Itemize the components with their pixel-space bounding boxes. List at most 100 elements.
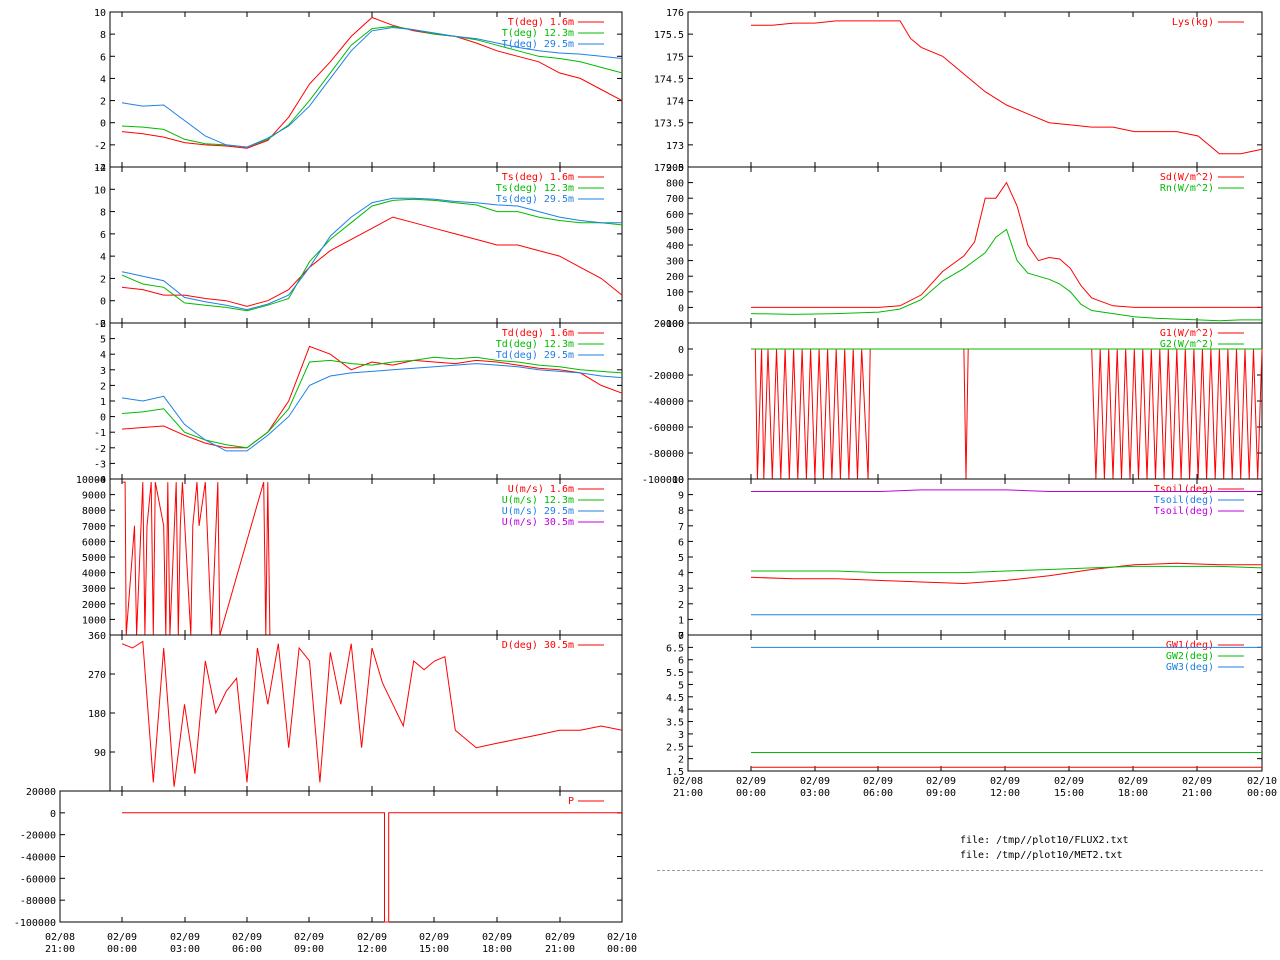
y-tick-label-groundwater: 5 (678, 680, 684, 691)
legend-label-wind-speed-2: U(m/s) 29.5m (502, 506, 574, 517)
y-tick-label-surface-temp: 12 (94, 163, 106, 174)
y-tick-label-groundwater: 6.5 (666, 643, 684, 654)
y-tick-label-radiation: 900 (666, 163, 684, 174)
panel-frame-groundwater (687, 634, 1263, 772)
x-label-left-date-7: 02/09 (482, 932, 512, 943)
legend-label-precip-0: P (568, 796, 574, 807)
y-tick-label-surface-temp: 6 (100, 230, 106, 241)
y-tick-label-radiation: -100 (660, 319, 684, 330)
x-label-left-date-4: 02/09 (294, 932, 324, 943)
y-tick-label-groundwater: 4.5 (666, 693, 684, 704)
y-tick-label-surface-temp: -2 (94, 319, 106, 330)
series-line-radiation-1 (750, 228, 1262, 322)
y-tick-label-radiation: 300 (666, 257, 684, 268)
separator (657, 870, 1263, 871)
y-tick-label-air-temp: -2 (94, 141, 106, 152)
series-line-air-temp-1 (121, 25, 623, 148)
legend-label-surface-temp-2: Ts(deg) 29.5m (496, 194, 574, 205)
y-tick-label-dewpoint: 0 (100, 413, 106, 424)
y-tick-label-precip: -100000 (14, 918, 56, 929)
legend-label-soil-flux-0: G1(W/m^2) (1160, 328, 1214, 339)
y-tick-label-precip: 20000 (26, 787, 56, 798)
y-tick-label-dewpoint: 5 (100, 335, 106, 346)
legend-label-dewpoint-1: Td(deg) 12.3m (496, 339, 574, 350)
legend-label-lysimeter-0: Lys(kg) (1172, 17, 1214, 28)
y-tick-label-dewpoint: -1 (94, 428, 106, 439)
series-line-precip-0 (122, 812, 622, 923)
legend-label-air-temp-1: T(deg) 12.3m (502, 28, 574, 39)
y-tick-label-surface-temp: 8 (100, 208, 106, 219)
legend-label-dewpoint-2: Td(deg) 29.5m (496, 350, 574, 361)
y-tick-label-wind-speed: 8000 (82, 506, 106, 517)
legend-label-air-temp-2: T(deg) 29.5m (502, 39, 574, 50)
legend-label-soil-temp-0: Tsoil(deg) (1154, 484, 1214, 495)
series-line-soil-temp-0 (750, 562, 1262, 585)
x-label-right-time-3: 06:00 (863, 788, 893, 799)
y-tick-label-wind-speed: 4000 (82, 569, 106, 580)
y-tick-label-lysimeter: 174.5 (654, 74, 684, 85)
series-line-surface-temp-0 (121, 216, 623, 307)
y-tick-label-precip: -40000 (20, 853, 56, 864)
y-tick-label-soil-temp: 2 (678, 600, 684, 611)
legend-label-surface-temp-1: Ts(deg) 12.3m (496, 183, 574, 194)
y-tick-label-lysimeter: 173.5 (654, 119, 684, 130)
y-tick-label-precip: -60000 (20, 874, 56, 885)
y-tick-label-air-temp: 2 (100, 97, 106, 108)
y-tick-label-groundwater: 2 (678, 755, 684, 766)
y-tick-label-groundwater: 6 (678, 656, 684, 667)
y-tick-label-wind-speed: 2000 (82, 600, 106, 611)
y-tick-label-soil-temp: 5 (678, 553, 684, 564)
x-label-right-time-9: 00:00 (1247, 788, 1277, 799)
y-tick-label-lysimeter: 175 (666, 52, 684, 63)
y-tick-label-groundwater: 4 (678, 705, 684, 716)
y-tick-label-soil-temp: 3 (678, 584, 684, 595)
x-label-right-date-2: 02/09 (800, 776, 830, 787)
y-tick-label-precip: 0 (50, 809, 56, 820)
x-label-left-time-0: 21:00 (45, 944, 75, 955)
y-tick-label-wind-speed: 3000 (82, 584, 106, 595)
x-label-left-time-4: 09:00 (294, 944, 324, 955)
y-tick-label-soil-temp: 8 (678, 506, 684, 517)
y-tick-label-groundwater: 3 (678, 730, 684, 741)
y-tick-label-soil-temp: 4 (678, 569, 684, 580)
series-line-dewpoint-0 (121, 345, 623, 449)
y-tick-label-groundwater: 1.5 (666, 767, 684, 778)
y-tick-label-dewpoint: -4 (94, 475, 106, 486)
y-tick-label-soil-flux: -20000 (648, 371, 684, 382)
y-tick-label-dewpoint: -2 (94, 444, 106, 455)
y-tick-label-soil-temp: 9 (678, 491, 684, 502)
x-label-right-date-6: 02/09 (1054, 776, 1084, 787)
legend-label-groundwater-1: GW2(deg) (1166, 651, 1214, 662)
y-tick-label-air-temp: 10 (94, 8, 106, 19)
series-line-soil-temp-3 (751, 565, 1263, 574)
y-tick-label-soil-flux: -40000 (648, 397, 684, 408)
y-tick-label-radiation: 700 (666, 194, 684, 205)
x-label-right-time-8: 21:00 (1182, 788, 1212, 799)
legend-label-soil-temp-2: Tsoil(deg) (1154, 506, 1214, 517)
y-tick-label-lysimeter: 174 (666, 97, 684, 108)
series-line-soil-temp-2 (751, 489, 1262, 492)
y-tick-label-wind-speed: 5000 (82, 553, 106, 564)
y-tick-label-lysimeter: 172.5 (654, 163, 684, 174)
y-tick-label-air-temp: 0 (100, 119, 106, 130)
legend-label-dewpoint-0: Td(deg) 1.6m (502, 328, 574, 339)
y-tick-label-air-temp: 4 (100, 74, 106, 85)
x-label-right-date-9: 02/10 (1247, 776, 1277, 787)
x-label-right-date-3: 02/09 (863, 776, 893, 787)
y-tick-label-surface-temp: 0 (100, 297, 106, 308)
series-line-radiation-0 (751, 181, 1262, 308)
y-tick-label-wind-speed: 1000 (82, 615, 106, 626)
x-label-left-date-2: 02/09 (170, 932, 200, 943)
y-tick-label-lysimeter: 175.5 (654, 30, 684, 41)
x-label-right-date-4: 02/09 (926, 776, 956, 787)
y-tick-label-radiation: 400 (666, 241, 684, 252)
y-tick-label-wind-dir: 180 (88, 709, 106, 720)
y-tick-label-dewpoint: -3 (94, 459, 106, 470)
y-tick-label-radiation: 100 (666, 288, 684, 299)
x-label-left-date-1: 02/09 (107, 932, 137, 943)
y-tick-label-groundwater: 5.5 (666, 668, 684, 679)
y-tick-label-air-temp: 6 (100, 52, 106, 63)
legend-label-radiation-0: Sd(W/m^2) (1160, 172, 1214, 183)
panel-frame-lysimeter (687, 11, 1263, 168)
y-tick-label-soil-temp: 10 (672, 475, 684, 486)
